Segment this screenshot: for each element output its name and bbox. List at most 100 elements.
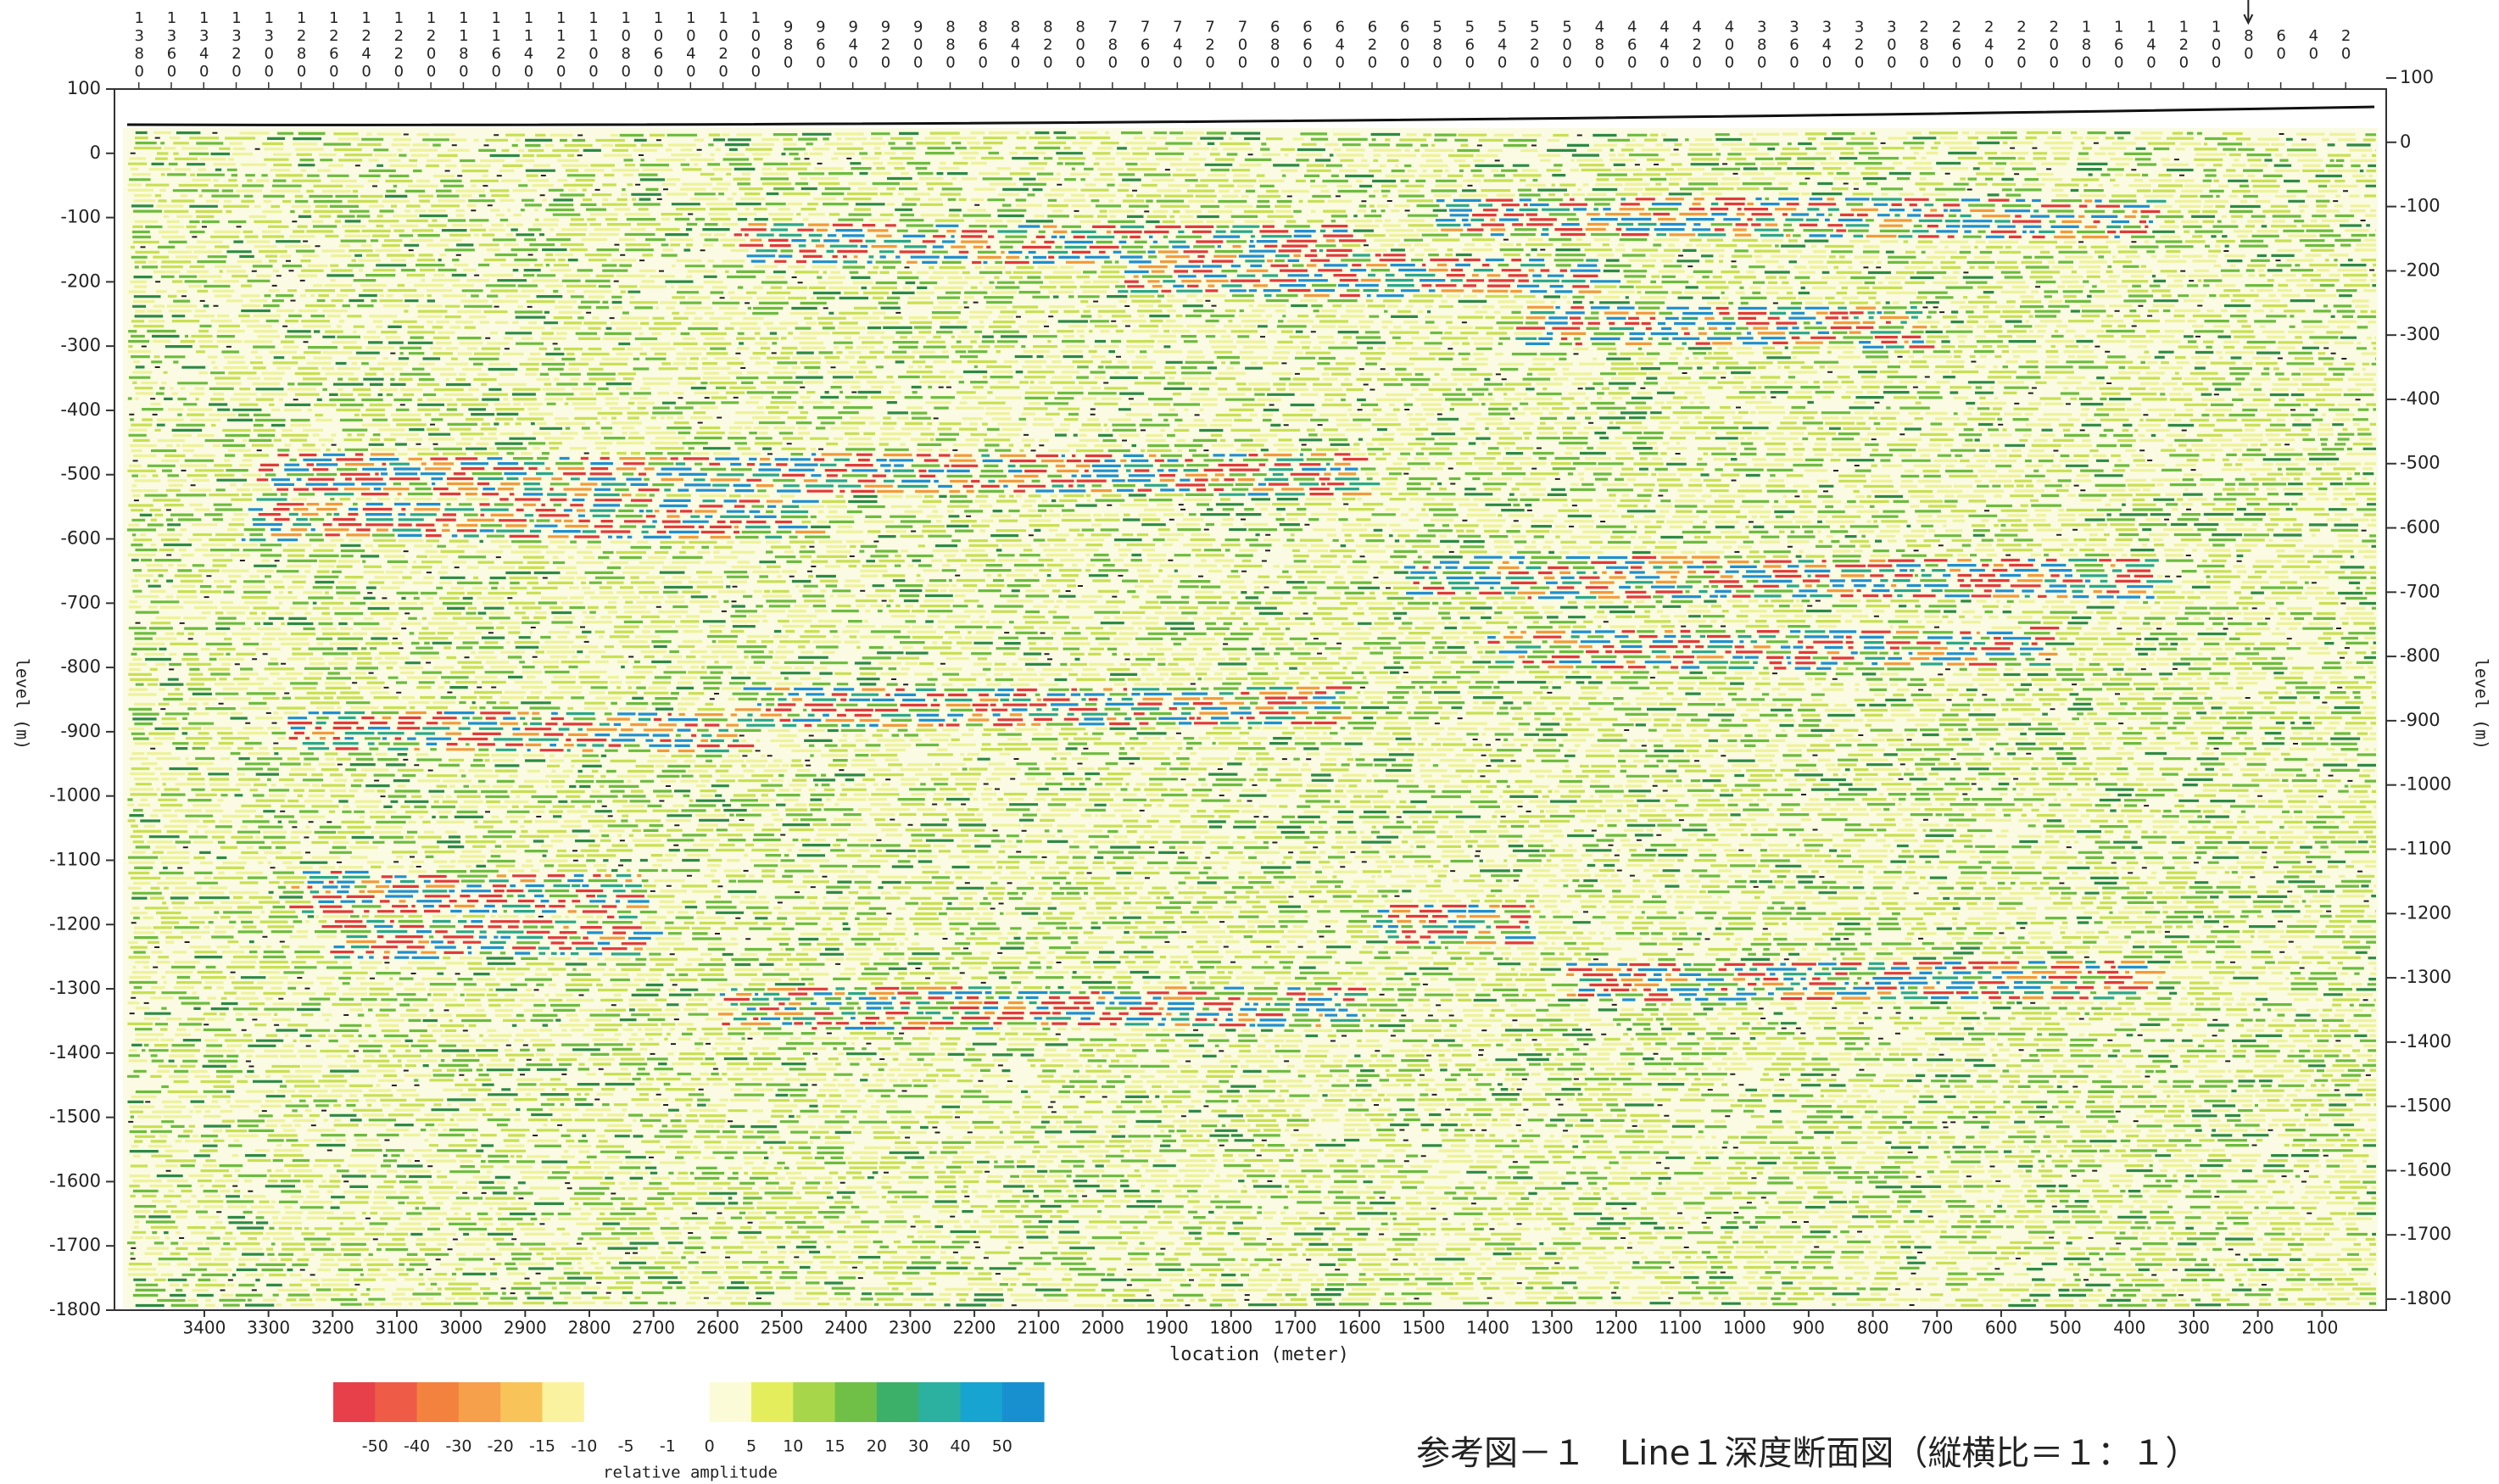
x2-tick-label: 1340 xyxy=(196,9,211,81)
x-tick-label: 2900 xyxy=(504,1318,547,1338)
x2-tick-label: 680 xyxy=(1267,19,1282,72)
x2-tick-label: 540 xyxy=(1494,19,1509,72)
y-tick-label-right: -1500 xyxy=(2400,1096,2452,1116)
y-tick-label-right: 0 xyxy=(2400,131,2411,152)
colorbar-swatch xyxy=(333,1382,376,1422)
colorbar-tick-label: 30 xyxy=(908,1437,929,1456)
x2-tick-label: 980 xyxy=(780,19,795,72)
colorbar-swatch xyxy=(375,1382,417,1422)
x2-tick-label: 160 xyxy=(2111,19,2126,72)
y-tick-label-right: -800 xyxy=(2400,645,2440,666)
y-tick-label: -1600 xyxy=(49,1170,101,1191)
colorbar-swatch xyxy=(667,1382,710,1422)
x-tick-label: 2600 xyxy=(696,1318,739,1338)
x2-tick-label: 780 xyxy=(1105,19,1120,72)
x2-tick-label: 620 xyxy=(1364,19,1380,72)
x-tick-label: 500 xyxy=(2050,1318,2082,1338)
y-tick-label-right: -600 xyxy=(2400,517,2440,538)
x-tick-label: 2300 xyxy=(889,1318,932,1338)
y-tick-label: -1200 xyxy=(49,913,101,934)
x2-tick-label: 100 xyxy=(2208,19,2223,72)
x2-tick-label: 760 xyxy=(1137,19,1152,72)
y-tick-label: -1100 xyxy=(49,849,101,869)
x2-tick-label: 400 xyxy=(1721,19,1737,72)
x-tick-label: 3000 xyxy=(439,1318,483,1338)
x2-tick-label: 940 xyxy=(845,19,861,72)
x2-tick-label: 880 xyxy=(942,19,957,72)
x-tick-label: 1300 xyxy=(1531,1318,1574,1338)
x2-tick-label: 1220 xyxy=(391,9,406,81)
y-tick-label: 100 xyxy=(67,78,101,98)
colorbar-tick-label: -5 xyxy=(618,1437,634,1456)
x2-tick-label: 1380 xyxy=(131,9,147,81)
x2-tick-label: 120 xyxy=(2176,19,2191,72)
y-tick-label-right: -500 xyxy=(2400,453,2440,473)
x2-tick-label: 1280 xyxy=(293,9,309,81)
colorbar-swatch xyxy=(918,1382,961,1422)
x2-tick-label: 480 xyxy=(1592,19,1607,72)
colorbar-tick-label: 40 xyxy=(950,1437,970,1456)
x2-tick-label: 1120 xyxy=(553,9,568,81)
colorbar-tick-label: -1 xyxy=(660,1437,676,1456)
y-tick-label-right: -400 xyxy=(2400,388,2440,409)
y-tick-label-right: -1800 xyxy=(2400,1288,2452,1308)
x2-tick-label: 1140 xyxy=(521,9,536,81)
x-tick-label: 1100 xyxy=(1659,1318,1702,1338)
x2-tick-label: 660 xyxy=(1299,19,1314,72)
x2-tick-label: 520 xyxy=(1526,19,1542,72)
x2-tick-label: 600 xyxy=(1397,19,1412,72)
x-tick-label: 200 xyxy=(2242,1318,2274,1338)
x-tick-label: 1500 xyxy=(1402,1318,1445,1338)
x2-tick-label: 80 xyxy=(2240,27,2256,63)
y-tick-label-right: -300 xyxy=(2400,324,2440,344)
x-tick-label: 400 xyxy=(2113,1318,2145,1338)
colorbar-tick-label: 15 xyxy=(825,1437,845,1456)
y-tick-label-right: 100 xyxy=(2400,67,2434,87)
y-tick-label: -700 xyxy=(60,592,101,612)
y-tick-label: -1300 xyxy=(49,978,101,998)
x2-tick-label: 1300 xyxy=(261,9,276,81)
x2-tick-label: 720 xyxy=(1202,19,1218,72)
x2-tick-label: 200 xyxy=(2046,19,2061,72)
x2-tick-label: 1040 xyxy=(683,9,698,81)
x-tick-label: 1200 xyxy=(1594,1318,1637,1338)
x-axis-label: location (meter) xyxy=(1169,1344,1349,1365)
y-axis-label: level (m) xyxy=(13,658,33,750)
colorbar-swatch xyxy=(751,1382,794,1422)
x2-tick-label: 420 xyxy=(1689,19,1704,72)
x2-tick-label: 60 xyxy=(2273,27,2289,63)
y-tick-label: -1500 xyxy=(49,1107,101,1127)
x2-tick-label: 380 xyxy=(1754,19,1769,72)
x2-tick-label: 240 xyxy=(1981,19,1996,72)
y-tick-label: -400 xyxy=(60,399,101,420)
x-tick-label: 3200 xyxy=(311,1318,354,1338)
x2-tick-label: 1180 xyxy=(455,9,471,81)
x2-tick-label: 1060 xyxy=(650,9,666,81)
y-tick-label: -600 xyxy=(60,528,101,549)
y-tick-label-right: -1000 xyxy=(2400,774,2452,795)
x2-tick-label: 580 xyxy=(1430,19,1445,72)
x-tick-label: 100 xyxy=(2306,1318,2338,1338)
chart: level (m) level (m) location (meter) rel… xyxy=(0,0,2499,1484)
x2-tick-label: 180 xyxy=(2078,19,2094,72)
colorbar-tick-label: 20 xyxy=(867,1437,887,1456)
colorbar-label: relative amplitude xyxy=(603,1464,778,1482)
y-tick-label: -100 xyxy=(60,207,101,227)
x-tick-label: 1700 xyxy=(1274,1318,1317,1338)
x2-tick-label: 20 xyxy=(2338,27,2353,63)
y-tick-label-right: -1100 xyxy=(2400,838,2452,858)
x2-tick-label: 860 xyxy=(975,19,990,72)
x2-tick-label: 800 xyxy=(1073,19,1088,72)
x2-tick-label: 320 xyxy=(1851,19,1866,72)
colorbar-swatch xyxy=(877,1382,919,1422)
x-tick-label: 3100 xyxy=(376,1318,419,1338)
y-axis-label-right: level (m) xyxy=(2472,658,2492,750)
x-tick-label: 1600 xyxy=(1338,1318,1381,1338)
colorbar-swatch xyxy=(500,1382,543,1422)
colorbar-swatch xyxy=(1002,1382,1045,1422)
colorbar-swatch xyxy=(626,1382,668,1422)
x-tick-label: 2700 xyxy=(632,1318,675,1338)
y-tick-label-right: -200 xyxy=(2400,259,2440,280)
y-tick-label-right: -1600 xyxy=(2400,1159,2452,1180)
x-tick-label: 1900 xyxy=(1146,1318,1189,1338)
